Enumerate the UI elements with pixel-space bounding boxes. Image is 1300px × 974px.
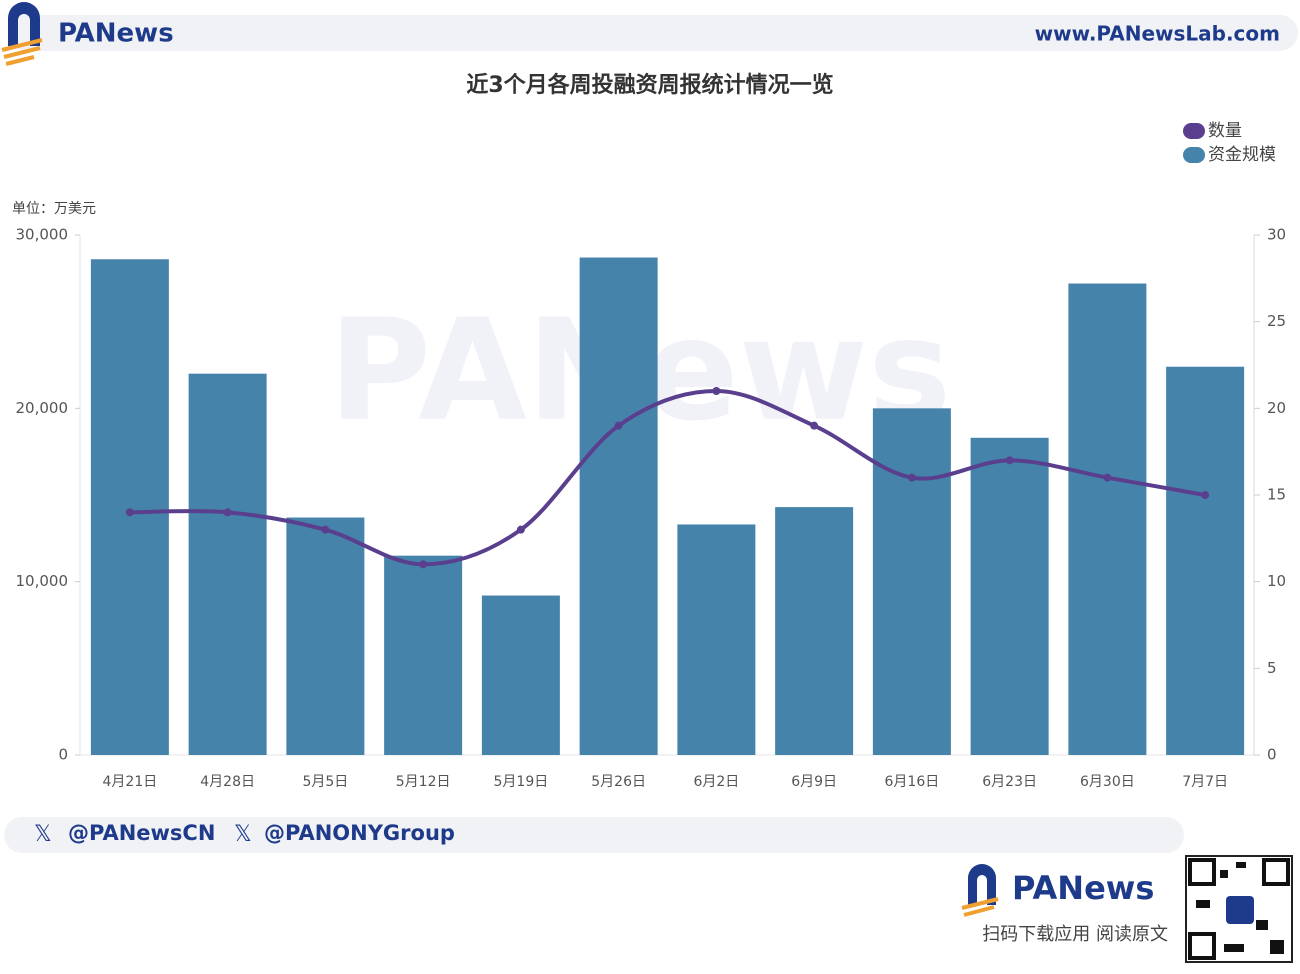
- handle[interactable]: @PANONYGroup: [264, 821, 455, 845]
- bar: [579, 257, 658, 755]
- handle[interactable]: @PANewsCN: [68, 821, 215, 845]
- y2-tick-label: 5: [1267, 659, 1277, 677]
- x-icon: 𝕏: [234, 822, 252, 847]
- footer-logo-icon: [961, 864, 999, 917]
- line-point: [419, 560, 428, 569]
- legend-label: 资金规模: [1208, 145, 1276, 165]
- line-point: [810, 421, 819, 430]
- x-tick-label: 5月12日: [396, 774, 451, 790]
- y2-tick-label: 20: [1267, 399, 1286, 417]
- chart-title: 近3个月各周投融资周报统计情况一览: [466, 72, 833, 98]
- legend-swatch: [1183, 123, 1205, 139]
- x-tick-label: 6月9日: [791, 774, 837, 790]
- header-logo: PANews: [58, 19, 174, 49]
- line-point: [712, 387, 721, 395]
- x-tick-label: 6月16日: [885, 774, 940, 790]
- bar: [872, 408, 951, 755]
- x-tick-label: 5月19日: [494, 774, 549, 790]
- footer-logo: PANews: [1012, 869, 1154, 907]
- qr-code: [1185, 855, 1293, 963]
- bar: [188, 373, 267, 755]
- x-tick-label: 6月23日: [982, 774, 1037, 790]
- bar: [384, 555, 463, 755]
- bar: [970, 437, 1049, 755]
- footer-band: [4, 817, 1184, 853]
- x-tick-label: 6月2日: [693, 774, 739, 790]
- legend-label: 数量: [1208, 121, 1242, 141]
- x-tick-label: 4月21日: [103, 774, 158, 790]
- line-point: [1201, 491, 1210, 499]
- y-tick-label: 10,000: [16, 572, 69, 590]
- x-tick-label: 5月5日: [302, 774, 348, 790]
- legend-swatch: [1183, 147, 1205, 163]
- plot: 0 10,000 20,000 30,000 0 5 10 15 20 25 30 4月21日 4月28…: [16, 121, 1287, 790]
- y2-tick-label: 15: [1267, 486, 1286, 504]
- bar: [1068, 283, 1147, 755]
- unit-label: 单位：万美元: [12, 201, 96, 217]
- bar: [286, 517, 365, 755]
- header-band: [8, 15, 1298, 51]
- bar: [90, 259, 169, 755]
- x-tick-label: 4月28日: [200, 774, 255, 790]
- line-point: [223, 508, 232, 517]
- footer-cta: 扫码下载应用 阅读原文: [982, 924, 1168, 945]
- y2-tick-label: 25: [1267, 312, 1286, 330]
- x-tick-label: 7月7日: [1182, 774, 1228, 790]
- header-url[interactable]: www.PANewsLab.com: [1035, 22, 1280, 46]
- line-point: [1005, 456, 1014, 465]
- x-tick-label: 6月30日: [1080, 774, 1135, 790]
- logo-icon: [1, 2, 43, 66]
- line-point: [125, 508, 134, 517]
- line-point: [907, 473, 916, 482]
- bar: [1166, 366, 1245, 755]
- y2-tick-label: 0: [1267, 746, 1277, 764]
- x-tick-label: 5月26日: [591, 774, 646, 790]
- y2-tick-label: 10: [1267, 572, 1286, 590]
- y2-tick-label: 30: [1267, 226, 1286, 244]
- line-point: [516, 525, 525, 534]
- bar: [481, 595, 560, 755]
- y-tick-label: 30,000: [16, 226, 69, 244]
- bar: [775, 507, 854, 755]
- bar: [677, 524, 756, 755]
- y-tick-label: 20,000: [16, 399, 69, 417]
- line-point: [1103, 473, 1112, 482]
- line-point: [321, 525, 330, 534]
- y-tick-label: 0: [58, 746, 68, 764]
- line-point: [614, 421, 623, 430]
- x-icon: 𝕏: [34, 822, 52, 847]
